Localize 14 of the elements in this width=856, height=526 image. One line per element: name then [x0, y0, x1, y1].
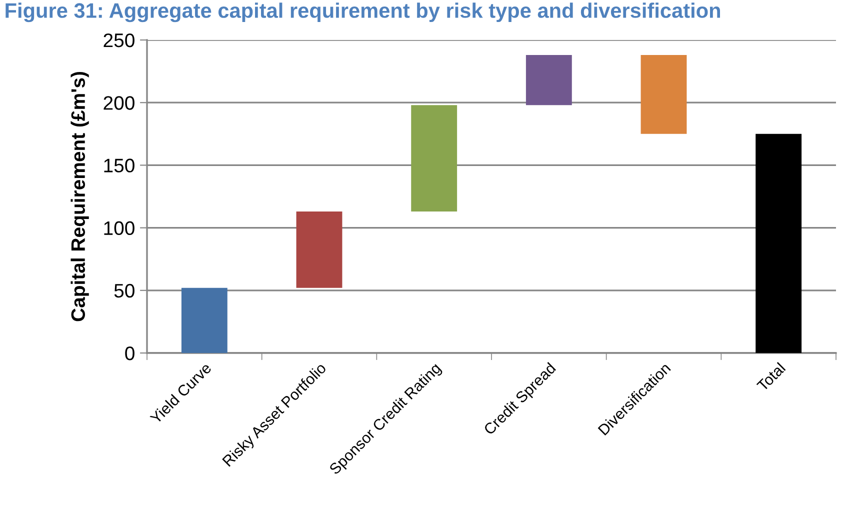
- bar: [640, 55, 687, 134]
- y-axis-title: Capital Requirement (£m's): [70, 72, 89, 322]
- y-tick-label: 0: [125, 346, 134, 360]
- y-tick-label: 200: [104, 96, 134, 110]
- bar: [296, 212, 342, 288]
- y-tick-label: 100: [104, 221, 134, 236]
- chart-title: Figure 31: Aggregate capital requirement by risk type and diversification: [6, 2, 720, 22]
- bar: [526, 55, 572, 106]
- bar: [411, 105, 458, 212]
- bar: [756, 134, 802, 353]
- y-tick-label: 250: [104, 33, 134, 48]
- bar: [181, 288, 228, 353]
- y-tick-label: 150: [104, 158, 134, 172]
- y-tick-label: 50: [114, 284, 134, 298]
